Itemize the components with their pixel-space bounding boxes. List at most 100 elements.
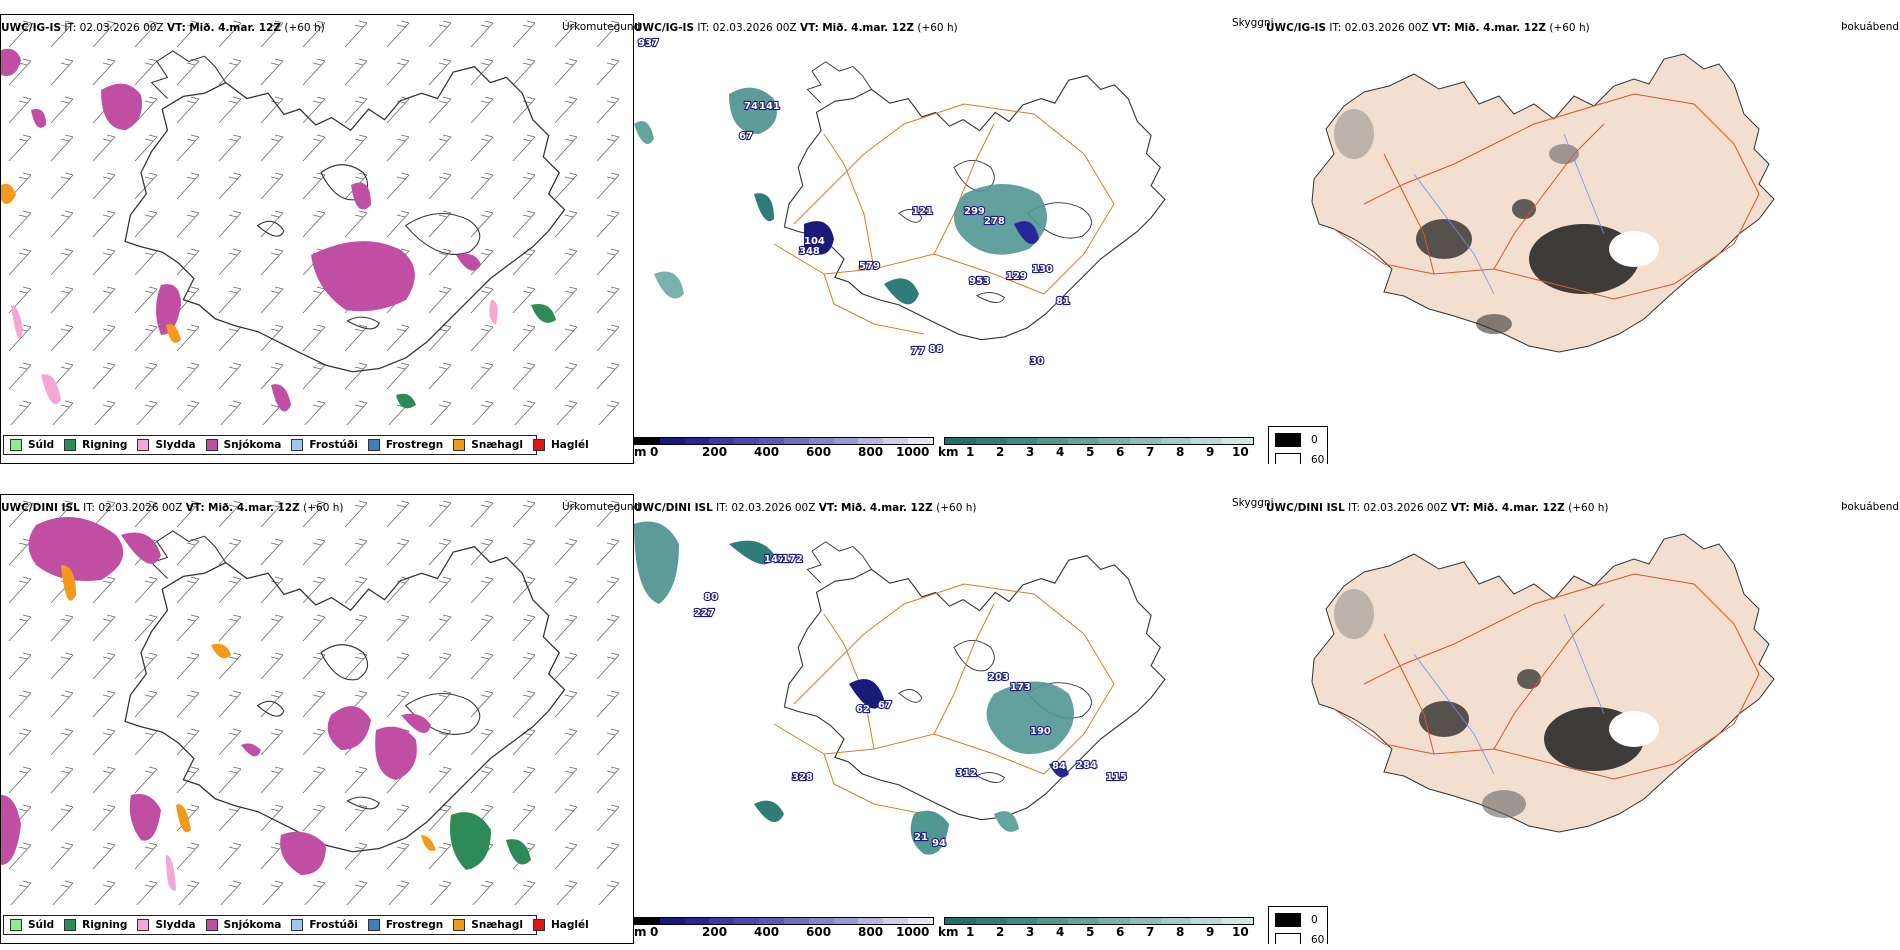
vt-label: VT: — [166, 22, 186, 34]
colorbar-tick: 3 — [1026, 445, 1035, 459]
lead-time: (+60 h) — [303, 502, 344, 514]
ptype-header-2: UWC/DINI ISL IT: 02.03.2026 00Z VT: Mið.… — [1, 501, 343, 515]
colorbar-tick: 1 — [966, 445, 975, 459]
road-network — [773, 583, 1115, 815]
fog-swatch-0 — [1275, 433, 1301, 447]
vis-panel-1: 937 74 141 67 104 121 299 278 348 579 13… — [634, 14, 1264, 464]
legend-label: Frostúði — [309, 439, 358, 451]
legend-label: Frostregn — [385, 919, 444, 931]
it-value: 02.03.2026 00Z — [79, 22, 164, 34]
colorbar-tick: 6 — [1116, 925, 1125, 939]
fog-map — [1311, 53, 1775, 353]
ptype-title-1: Úrkomutegund — [562, 21, 641, 33]
legend-swatch — [205, 919, 218, 931]
fog-swatch-60 — [1275, 933, 1301, 944]
legend-swatch — [453, 439, 466, 451]
fog-legend-value: 0 — [1311, 914, 1318, 926]
visibility-areas — [634, 87, 1047, 305]
visibility-map: 937 74 141 67 104 121 299 278 348 579 13… — [634, 37, 1166, 368]
legend-label: Rigning — [82, 919, 128, 931]
legend-label: Haglél — [550, 439, 589, 451]
vis-value: 203 — [988, 672, 1009, 683]
vis-value: 30 — [1030, 356, 1044, 367]
it-value: 02.03.2026 00Z — [712, 22, 797, 34]
colorbar-tick: 7 — [1146, 925, 1155, 939]
legend-swatch — [10, 919, 22, 931]
legend-swatch — [64, 919, 77, 931]
colorbar-tick: 600 — [806, 445, 832, 459]
colorbar-tick: 400 — [754, 925, 780, 939]
lead-time: (+60 h) — [1549, 22, 1590, 34]
vis-colorbar-m: m 0 200 400 600 800 1000 — [634, 917, 934, 939]
model-name: UWC/DINI ISL — [1, 502, 80, 514]
colorbar-unit: km — [938, 925, 959, 939]
model-name: UWC/IG-IS — [1, 22, 62, 34]
legend-label: Snæhagl — [471, 919, 523, 931]
colorbar-unit: m — [634, 925, 647, 939]
fog-panel-1: 0 60 — [1264, 14, 1900, 464]
legend-swatch — [532, 439, 545, 451]
legend-label: Súld — [28, 919, 55, 931]
fog-shading — [1334, 589, 1659, 818]
legend-label: Súld — [28, 439, 55, 451]
legend-swatch — [453, 919, 466, 931]
colorbar-swatches — [944, 437, 1254, 445]
legend-label: Rigning — [82, 439, 128, 451]
colorbar-tick: 800 — [858, 925, 884, 939]
colorbar-tick: 1 — [966, 925, 975, 939]
lead-time: (+60 h) — [1568, 502, 1609, 514]
colorbar-tick: 200 — [702, 445, 728, 459]
colorbar-unit: km — [938, 445, 959, 459]
vis-value: 94 — [932, 838, 946, 849]
colorbar-tick: 1000 — [896, 445, 930, 459]
vis-value: 104 — [804, 236, 825, 247]
legend-label: Frostregn — [385, 439, 444, 451]
vt-value: Mið. 4.mar. 12Z — [1473, 502, 1565, 514]
fog-legend-value: 60 — [1311, 934, 1325, 944]
fog-legend: 0 60 — [1268, 426, 1328, 464]
vis-colorbar-km: km 1 2 3 4 5 6 7 8 9 10 — [938, 917, 1254, 939]
ptype-header-1: UWC/IG-IS IT: 02.03.2026 00Z VT: Mið. 4.… — [1, 21, 325, 35]
it-label: IT: — [1329, 22, 1342, 34]
colorbar-tick: 7 — [1146, 445, 1155, 459]
precip-areas — [1, 48, 556, 412]
vis-value: 299 — [964, 206, 985, 217]
road-network — [1333, 573, 1760, 780]
vis-title-1: Skyggni — [1232, 17, 1274, 29]
fog-shading — [1334, 109, 1659, 334]
vt-label: VT: — [185, 502, 205, 514]
vis-value: 115 — [1106, 772, 1127, 783]
vis-value: 312 — [956, 768, 977, 779]
legend-swatch — [291, 439, 304, 451]
legend-label: Haglél — [550, 919, 589, 931]
legend-swatch — [367, 919, 380, 931]
colorbar-unit: m — [634, 445, 647, 459]
vis-value: 173 — [1010, 682, 1031, 693]
colorbar-tick: 8 — [1176, 445, 1185, 459]
colorbar-tick: 9 — [1206, 925, 1215, 939]
vt-value: Mið. 4.mar. 12Z — [822, 22, 915, 34]
legend-label: Slydda — [155, 439, 196, 451]
precip-areas — [1, 517, 531, 891]
precip-type-map — [1, 15, 633, 425]
it-label: IT: — [697, 22, 710, 34]
road-network — [773, 103, 1115, 335]
vis-value: 937 — [638, 38, 659, 49]
it-label: IT: — [83, 502, 96, 514]
fog-legend: 0 60 — [1268, 906, 1328, 944]
model-name: UWC/IG-IS — [634, 22, 695, 34]
vis-colorbar-m: m 0 200 400 600 800 1000 — [634, 437, 934, 459]
ptype-panel-2: Súld Rigning Slydda Snjókoma Frostúði Fr… — [0, 494, 634, 944]
vt-label: VT: — [818, 502, 838, 514]
visibility-values: 147 172 80 227 62 67 203 173 190 84 284 … — [693, 553, 1128, 850]
legend-swatch — [137, 439, 150, 451]
fog-swatch-0 — [1275, 913, 1301, 927]
vis-value: 147 — [764, 554, 785, 565]
colorbar-swatches — [634, 917, 934, 925]
vis-value: 278 — [984, 216, 1005, 227]
fog-header-1: UWC/IG-IS IT: 02.03.2026 00Z VT: Mið. 4.… — [1266, 21, 1590, 35]
colorbar-tick: 800 — [858, 445, 884, 459]
vis-value: 129 — [1006, 271, 1027, 282]
legend-swatch — [291, 919, 304, 931]
colorbar-tick: 1000 — [896, 925, 930, 939]
